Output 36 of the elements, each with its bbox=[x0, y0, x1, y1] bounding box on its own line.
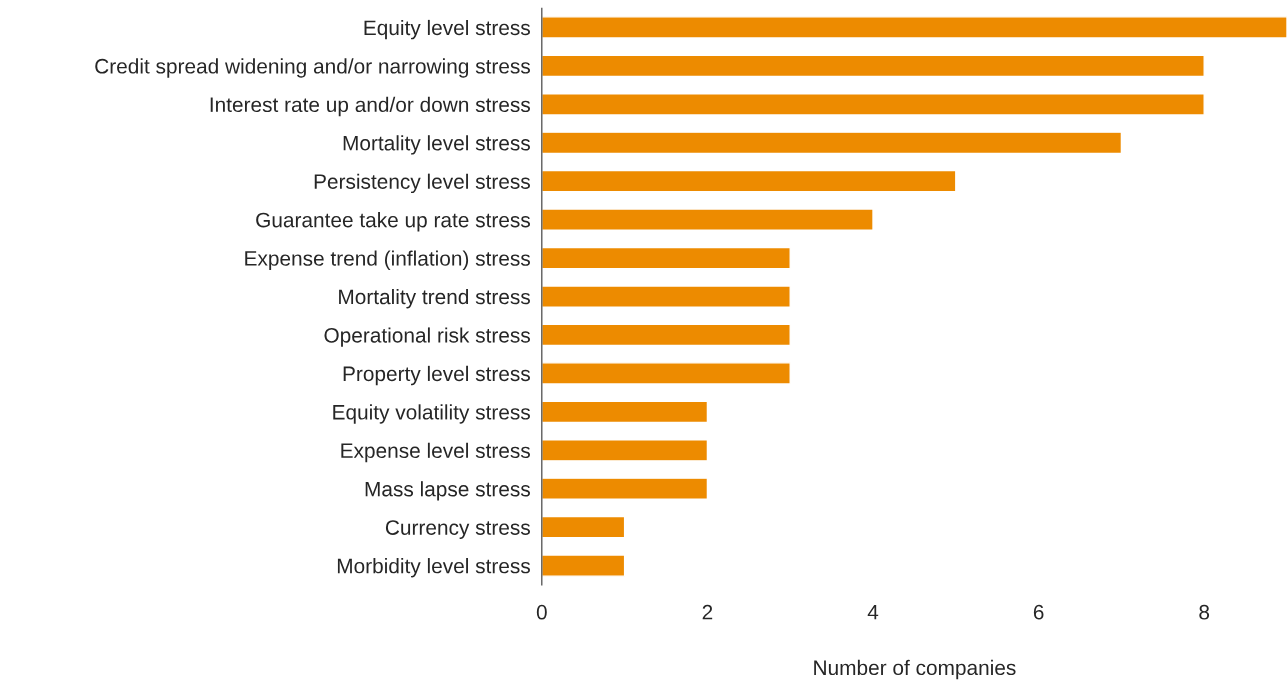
bar bbox=[541, 93, 1205, 116]
y-tick-label: Credit spread widening and/or narrowing stress bbox=[95, 58, 530, 78]
y-tick-label: Mortality trend stress bbox=[339, 288, 530, 309]
x-tick-label: 2 bbox=[702, 604, 713, 620]
y-tick-label: Property level stress bbox=[343, 365, 530, 386]
y-tick-label: Expense level stress bbox=[341, 442, 530, 463]
x-axis-title: Number of companies bbox=[814, 659, 1016, 680]
bar bbox=[541, 54, 1205, 78]
y-tick-label: Operational risk stress bbox=[324, 327, 530, 347]
x-tick-label: 6 bbox=[1033, 604, 1044, 620]
bar bbox=[541, 285, 791, 308]
y-tick-label: Mortality level stress bbox=[343, 135, 530, 155]
bar bbox=[541, 246, 791, 270]
bar bbox=[541, 169, 957, 193]
bar bbox=[541, 439, 709, 462]
y-tick-label: Interest rate up and/or down stress bbox=[210, 96, 530, 117]
x-tick-label: 8 bbox=[1199, 604, 1210, 620]
bar bbox=[541, 554, 626, 577]
y-tick-label: Equity volatility stress bbox=[333, 404, 530, 424]
x-tick-label: 0 bbox=[536, 604, 547, 620]
y-tick-label: Mass lapse stress bbox=[365, 481, 530, 501]
y-tick-label: Guarantee take up rate stress bbox=[256, 212, 530, 232]
y-tick-label: Expense trend (inflation) stress bbox=[245, 250, 530, 270]
bar bbox=[541, 208, 874, 231]
bar bbox=[541, 477, 709, 500]
y-tick-label: Equity level stress bbox=[364, 19, 530, 40]
bar bbox=[541, 323, 791, 347]
bar bbox=[541, 515, 626, 539]
bar bbox=[541, 16, 1287, 39]
y-tick-label: Persistency level stress bbox=[314, 173, 530, 194]
y-tick-label: Morbidity level stress bbox=[337, 558, 530, 578]
bar bbox=[541, 400, 709, 424]
bar bbox=[541, 131, 1123, 155]
x-tick-label: 4 bbox=[867, 605, 879, 620]
bar bbox=[541, 362, 791, 385]
y-tick-label: Currency stress bbox=[385, 520, 530, 540]
